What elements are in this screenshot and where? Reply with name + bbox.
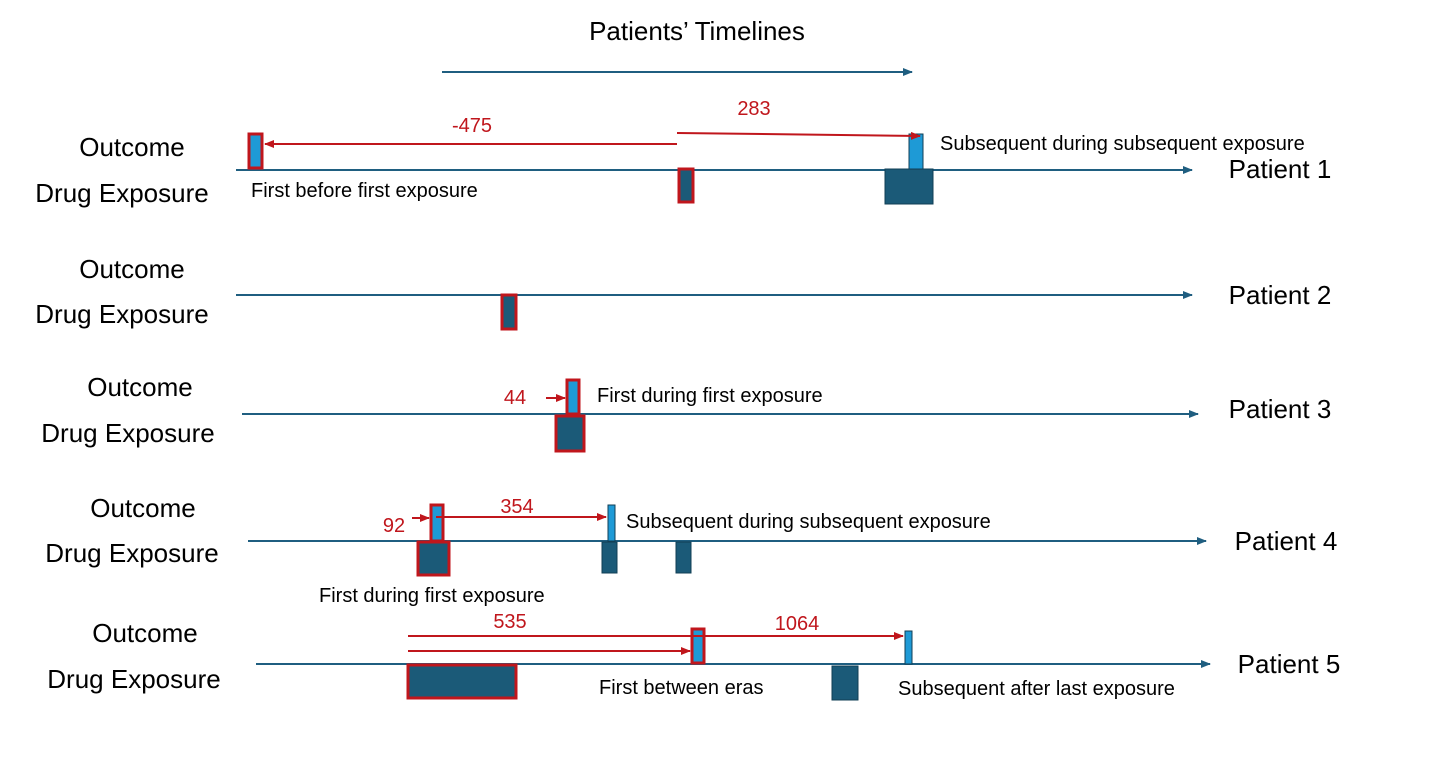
patient-label: Patient 5 bbox=[1238, 649, 1341, 679]
annotation: First during first exposure bbox=[597, 385, 823, 407]
interval-label: 1064 bbox=[775, 613, 820, 635]
outcome-row-label: Outcome bbox=[90, 493, 196, 523]
exposure-bar bbox=[831, 665, 859, 701]
interval-arrow bbox=[676, 131, 921, 140]
exposure-bar bbox=[675, 541, 692, 574]
interval-label: 283 bbox=[737, 98, 770, 120]
patient-label: Patient 4 bbox=[1235, 526, 1338, 556]
outcome-row-label: Outcome bbox=[92, 618, 198, 648]
patient-1-row: Outcome Drug Exposure Patient 1 -475 283… bbox=[35, 98, 1331, 208]
drug-exposure-row-label: Drug Exposure bbox=[35, 178, 208, 208]
interval-label: 354 bbox=[500, 496, 533, 518]
outcome-row-label: Outcome bbox=[87, 372, 193, 402]
exposure-bar bbox=[884, 168, 934, 205]
patient-3-row: Outcome Drug Exposure Patient 3 44 First… bbox=[41, 372, 1332, 453]
outcome-marker bbox=[429, 503, 445, 543]
outcome-marker bbox=[904, 630, 913, 665]
outcome-marker bbox=[908, 133, 924, 170]
annotation: First before first exposure bbox=[251, 180, 478, 202]
exposure-bar bbox=[500, 293, 518, 331]
outcome-marker bbox=[247, 132, 264, 170]
exposure-bar bbox=[416, 540, 451, 577]
interval-label: -475 bbox=[452, 115, 492, 137]
outcome-marker bbox=[565, 378, 581, 416]
patient-label: Patient 1 bbox=[1229, 154, 1332, 184]
patient-4-row: Outcome Drug Exposure Patient 4 92 354 S… bbox=[45, 493, 1337, 607]
outcome-row-label: Outcome bbox=[79, 132, 185, 162]
exposure-bar bbox=[406, 663, 518, 700]
drug-exposure-row-label: Drug Exposure bbox=[41, 418, 214, 448]
drug-exposure-row-label: Drug Exposure bbox=[47, 664, 220, 694]
drug-exposure-row-label: Drug Exposure bbox=[35, 299, 208, 329]
drug-exposure-row-label: Drug Exposure bbox=[45, 538, 218, 568]
patient-2-row: Outcome Drug Exposure Patient 2 bbox=[35, 254, 1332, 331]
diagram-title: Patients’ Timelines bbox=[589, 16, 805, 46]
outcome-marker bbox=[690, 627, 706, 665]
patient-label: Patient 3 bbox=[1229, 394, 1332, 424]
interval-label: 44 bbox=[504, 387, 526, 409]
interval-label: 92 bbox=[383, 515, 405, 537]
annotation: Subsequent after last exposure bbox=[898, 678, 1175, 700]
outcome-row-label: Outcome bbox=[79, 254, 185, 284]
exposure-bar bbox=[601, 541, 618, 574]
patient-label: Patient 2 bbox=[1229, 280, 1332, 310]
annotation: First during first exposure bbox=[319, 585, 545, 607]
exposure-bar bbox=[677, 167, 695, 204]
outcome-marker bbox=[607, 504, 616, 542]
interval-label: 535 bbox=[493, 611, 526, 633]
exposure-bar bbox=[554, 414, 586, 453]
annotation: Subsequent during subsequent exposure bbox=[940, 133, 1305, 155]
annotation: Subsequent during subsequent exposure bbox=[626, 511, 991, 533]
patient-5-row: Outcome Drug Exposure Patient 5 535 1064… bbox=[47, 611, 1341, 701]
annotation: First between eras bbox=[599, 677, 764, 699]
